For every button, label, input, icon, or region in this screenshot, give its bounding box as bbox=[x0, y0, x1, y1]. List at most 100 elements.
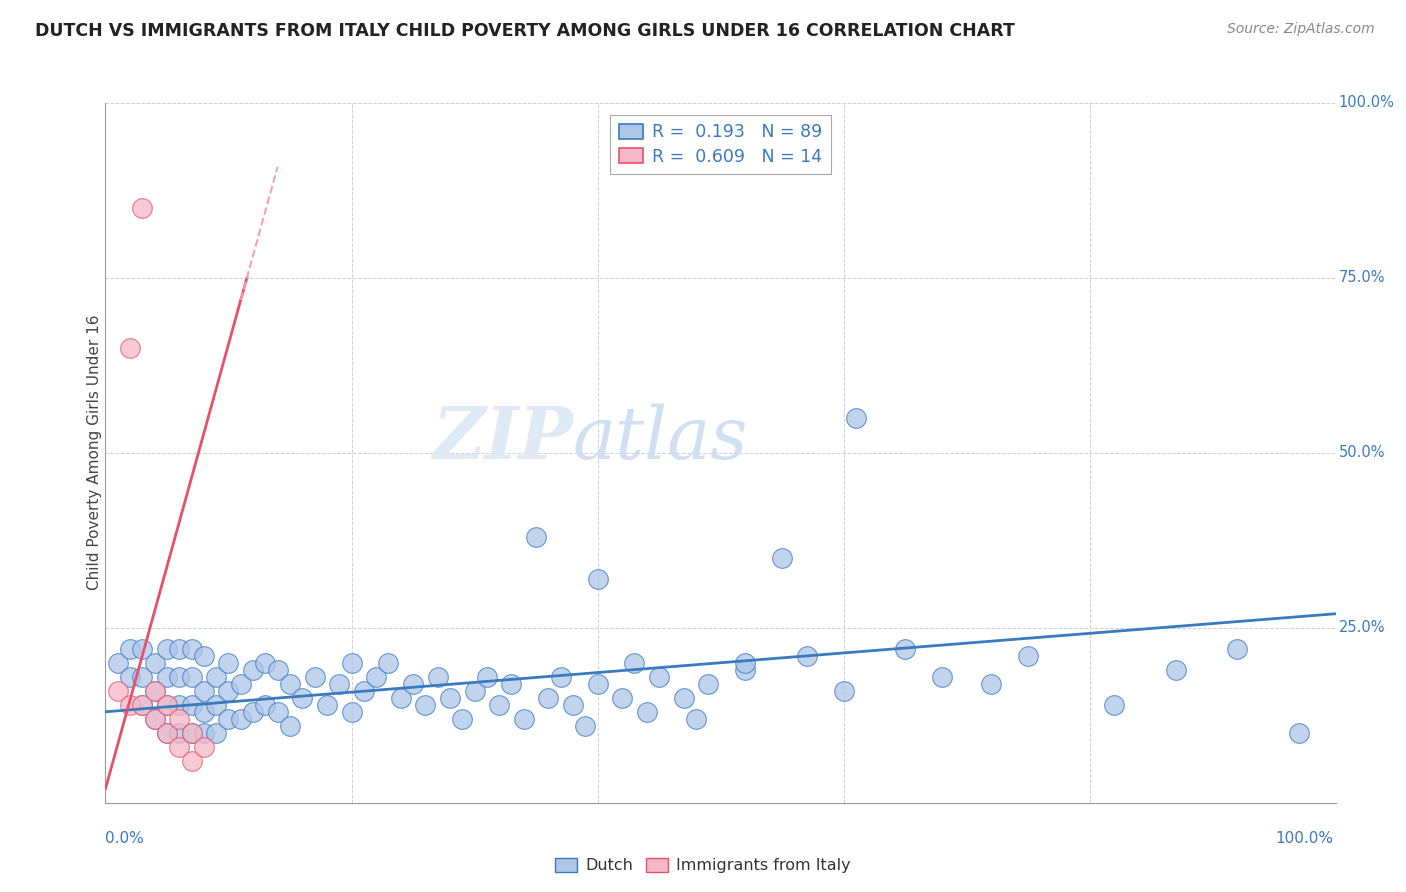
Point bbox=[537, 690, 560, 705]
Point bbox=[1164, 663, 1187, 677]
Point bbox=[169, 698, 191, 712]
Point bbox=[169, 641, 191, 656]
Point bbox=[267, 663, 290, 677]
Point bbox=[697, 677, 720, 691]
Point bbox=[169, 739, 191, 754]
Point bbox=[574, 719, 596, 733]
Point bbox=[353, 683, 375, 698]
Point bbox=[315, 698, 337, 712]
Point bbox=[254, 698, 277, 712]
Point bbox=[340, 705, 363, 719]
Point bbox=[242, 705, 264, 719]
Point bbox=[488, 698, 510, 712]
Point bbox=[193, 683, 215, 698]
Point bbox=[770, 550, 793, 565]
Text: 25.0%: 25.0% bbox=[1339, 620, 1385, 635]
Point bbox=[218, 712, 240, 726]
Text: ZIP: ZIP bbox=[432, 403, 574, 475]
Point bbox=[156, 726, 179, 740]
Point bbox=[229, 677, 252, 691]
Point bbox=[131, 698, 153, 712]
Point bbox=[107, 656, 129, 670]
Point bbox=[413, 698, 436, 712]
Point bbox=[562, 698, 585, 712]
Point bbox=[205, 726, 228, 740]
Point bbox=[218, 656, 240, 670]
Point bbox=[143, 683, 166, 698]
Point bbox=[636, 705, 658, 719]
Point bbox=[389, 690, 412, 705]
Text: DUTCH VS IMMIGRANTS FROM ITALY CHILD POVERTY AMONG GIRLS UNDER 16 CORRELATION CH: DUTCH VS IMMIGRANTS FROM ITALY CHILD POV… bbox=[35, 22, 1015, 40]
Point bbox=[229, 712, 252, 726]
Point bbox=[931, 670, 953, 684]
Point bbox=[464, 683, 486, 698]
Point bbox=[685, 712, 707, 726]
Point bbox=[156, 698, 179, 712]
Point bbox=[278, 719, 301, 733]
Point bbox=[143, 656, 166, 670]
Point bbox=[131, 201, 153, 215]
Text: atlas: atlas bbox=[574, 403, 748, 474]
Point bbox=[131, 698, 153, 712]
Legend: Dutch, Immigrants from Italy: Dutch, Immigrants from Italy bbox=[548, 851, 858, 880]
Point bbox=[475, 670, 498, 684]
Point bbox=[180, 726, 202, 740]
Point bbox=[143, 712, 166, 726]
Point bbox=[894, 641, 917, 656]
Text: 0.0%: 0.0% bbox=[105, 831, 145, 847]
Text: 100.0%: 100.0% bbox=[1339, 95, 1395, 110]
Point bbox=[402, 677, 425, 691]
Text: 75.0%: 75.0% bbox=[1339, 270, 1385, 285]
Point bbox=[193, 739, 215, 754]
Point bbox=[180, 754, 202, 768]
Point bbox=[734, 663, 756, 677]
Point bbox=[143, 683, 166, 698]
Text: Source: ZipAtlas.com: Source: ZipAtlas.com bbox=[1227, 22, 1375, 37]
Point bbox=[610, 690, 633, 705]
Point bbox=[340, 656, 363, 670]
Legend: R =  0.193   N = 89, R =  0.609   N = 14: R = 0.193 N = 89, R = 0.609 N = 14 bbox=[610, 115, 831, 174]
Point bbox=[193, 726, 215, 740]
Point bbox=[169, 726, 191, 740]
Text: 50.0%: 50.0% bbox=[1339, 445, 1385, 460]
Point bbox=[291, 690, 314, 705]
Point bbox=[550, 670, 572, 684]
Point bbox=[143, 712, 166, 726]
Point bbox=[1102, 698, 1125, 712]
Point bbox=[120, 341, 141, 355]
Point bbox=[120, 698, 141, 712]
Point bbox=[501, 677, 523, 691]
Point bbox=[278, 677, 301, 691]
Point bbox=[169, 670, 191, 684]
Point bbox=[242, 663, 264, 677]
Point bbox=[426, 670, 449, 684]
Point bbox=[156, 641, 179, 656]
Point bbox=[1288, 726, 1310, 740]
Point bbox=[254, 656, 277, 670]
Point bbox=[107, 683, 129, 698]
Point bbox=[366, 670, 388, 684]
Point bbox=[120, 641, 141, 656]
Point bbox=[377, 656, 399, 670]
Point bbox=[205, 698, 228, 712]
Point bbox=[267, 705, 290, 719]
Point bbox=[451, 712, 474, 726]
Point bbox=[193, 648, 215, 663]
Point bbox=[832, 683, 855, 698]
Point bbox=[180, 726, 202, 740]
Point bbox=[156, 726, 179, 740]
Point bbox=[623, 656, 645, 670]
Point bbox=[513, 712, 536, 726]
Point bbox=[648, 670, 671, 684]
Point bbox=[120, 670, 141, 684]
Text: 100.0%: 100.0% bbox=[1275, 831, 1333, 847]
Point bbox=[328, 677, 350, 691]
Point bbox=[156, 670, 179, 684]
Point bbox=[180, 670, 202, 684]
Point bbox=[672, 690, 695, 705]
Point bbox=[131, 670, 153, 684]
Point bbox=[205, 670, 228, 684]
Point bbox=[218, 683, 240, 698]
Point bbox=[845, 410, 868, 425]
Y-axis label: Child Poverty Among Girls Under 16: Child Poverty Among Girls Under 16 bbox=[87, 315, 101, 591]
